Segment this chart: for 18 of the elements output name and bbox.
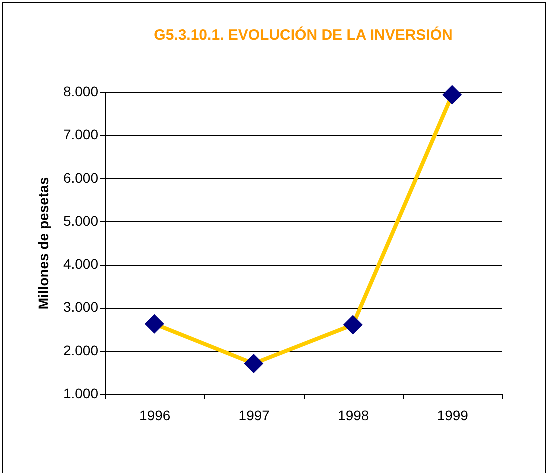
chart-title: G5.3.10.1. EVOLUCIÓN DE LA INVERSIÓN <box>154 26 453 44</box>
y-tick-label: 3.000 <box>63 299 99 316</box>
y-tick-label: 7.000 <box>63 126 99 143</box>
y-tick-label: 4.000 <box>63 256 99 272</box>
point <box>144 314 164 334</box>
x-tick-label: 1999 <box>437 408 469 424</box>
y-tick-label: 8.000 <box>63 84 99 100</box>
x-tick-label: 1998 <box>338 408 370 424</box>
y-tick-label: 2.000 <box>63 342 99 358</box>
y-axis-title: Millones de pesetas <box>35 177 52 310</box>
point <box>442 85 462 105</box>
y-tick-label: 5.000 <box>63 212 99 229</box>
x-tick-label: 1996 <box>140 408 171 424</box>
x-tick-label: 1997 <box>238 408 270 424</box>
point <box>343 315 363 335</box>
point <box>244 354 264 374</box>
y-tick-label: 1.000 <box>63 386 99 402</box>
y-tick-label: 6.000 <box>63 170 99 186</box>
